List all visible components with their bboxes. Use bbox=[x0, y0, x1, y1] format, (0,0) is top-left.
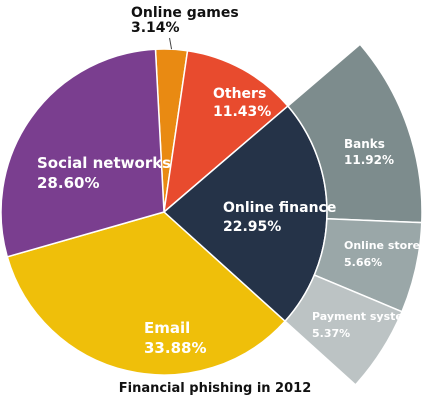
label-online-games-value: 3.14% bbox=[131, 20, 180, 36]
label-email-value: 33.88% bbox=[144, 339, 206, 357]
label-social-networks-name: Social networks bbox=[37, 154, 171, 172]
breakdown-slice-banks bbox=[286, 43, 423, 224]
label-payment-systems-value: 5.37% bbox=[312, 327, 350, 340]
chart-caption: Financial phishing in 2012 bbox=[118, 381, 312, 396]
label-social-networks-value: 28.60% bbox=[37, 174, 99, 192]
slice-social-networks bbox=[0, 48, 165, 258]
label-banks-value: 11.92% bbox=[344, 153, 394, 167]
pie-slices bbox=[0, 48, 328, 376]
label-online-games-name: Online games bbox=[131, 5, 239, 21]
online-games-leader-line bbox=[169, 37, 173, 50]
label-payment-systems-name: Payment systems bbox=[312, 310, 421, 323]
breakdown-slices bbox=[283, 43, 423, 386]
slice-others bbox=[162, 49, 289, 214]
label-email-name: Email bbox=[144, 319, 190, 337]
label-online-stores-name: Online stores bbox=[344, 239, 427, 252]
slice-email bbox=[6, 211, 287, 376]
label-online-finance-value: 22.95% bbox=[223, 219, 281, 235]
label-online-stores-value: 5.66% bbox=[344, 256, 382, 269]
label-online-finance-name: Online finance bbox=[223, 200, 336, 216]
label-banks-name: Banks bbox=[344, 137, 385, 151]
label-others-value: 11.43% bbox=[213, 104, 271, 120]
breakdown-slice-payment-systems bbox=[283, 274, 403, 386]
label-others-name: Others bbox=[213, 86, 266, 102]
